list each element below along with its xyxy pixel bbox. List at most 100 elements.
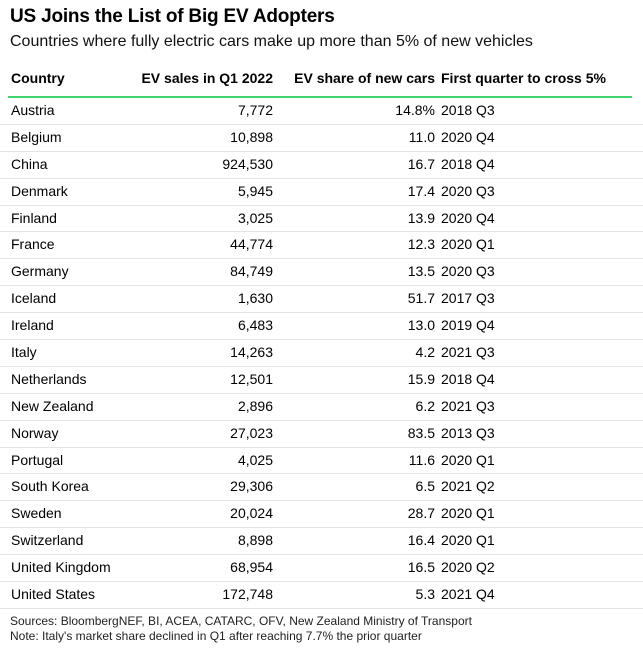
- chart-title: US Joins the List of Big EV Adopters: [10, 6, 335, 27]
- cell-ev-sales: 8,898: [237, 532, 273, 549]
- cell-ev-share: 83.5: [407, 424, 435, 441]
- cell-first-quarter: 2020 Q1: [441, 532, 495, 549]
- table-body: Austria 7,772 14.8% 2018 Q3 Belgium 10,898 11.…: [0, 98, 643, 609]
- table-row: China 924,530 16.7 2018 Q4: [0, 152, 643, 179]
- cell-first-quarter: 2020 Q3: [441, 263, 495, 280]
- cell-country: Finland: [11, 209, 57, 226]
- cell-ev-share: 16.7: [407, 155, 435, 172]
- cell-ev-share: 6.2: [415, 397, 435, 414]
- cell-ev-sales: 20,024: [230, 505, 273, 522]
- table-row: United States 172,748 5.3 2021 Q4: [0, 582, 643, 609]
- cell-first-quarter: 2013 Q3: [441, 424, 495, 441]
- cell-ev-sales: 2,896: [237, 397, 273, 414]
- header-rule: [8, 96, 632, 98]
- column-header-ev-sales: EV sales in Q1 2022: [141, 70, 273, 86]
- cell-country: United States: [11, 586, 96, 603]
- cell-ev-sales: 29,306: [230, 478, 273, 495]
- cell-ev-sales: 5,945: [237, 182, 273, 199]
- table-row: Norway 27,023 83.5 2013 Q3: [0, 421, 643, 448]
- cell-ev-share: 13.9: [407, 209, 435, 226]
- cell-ev-share: 6.5: [415, 478, 435, 495]
- sources-note: Sources: BloombergNEF, BI, ACEA, CATARC,…: [10, 614, 472, 628]
- cell-first-quarter: 2020 Q3: [441, 182, 495, 199]
- cell-first-quarter: 2018 Q4: [441, 370, 495, 387]
- cell-ev-share: 11.6: [408, 451, 435, 468]
- table-row: Belgium 10,898 11.0 2020 Q4: [0, 125, 643, 152]
- table-row: Netherlands 12,501 15.9 2018 Q4: [0, 367, 643, 394]
- cell-country: Portugal: [11, 451, 64, 468]
- cell-first-quarter: 2020 Q1: [441, 505, 495, 522]
- cell-country: Norway: [11, 424, 59, 441]
- cell-ev-share: 12.3: [407, 236, 435, 253]
- table-row: Italy 14,263 4.2 2021 Q3: [0, 340, 643, 367]
- cell-first-quarter: 2018 Q4: [441, 155, 495, 172]
- cell-ev-share: 16.5: [407, 559, 435, 576]
- cell-ev-share: 17.4: [407, 182, 435, 199]
- table-row: Ireland 6,483 13.0 2019 Q4: [0, 313, 643, 341]
- cell-country: Iceland: [11, 290, 57, 307]
- cell-country: France: [11, 236, 55, 253]
- chart-footer: Sources: BloombergNEF, BI, ACEA, CATARC,…: [10, 614, 472, 644]
- table-header: Country EV sales in Q1 2022 EV share of …: [0, 70, 643, 94]
- table-row: Austria 7,772 14.8% 2018 Q3: [0, 98, 643, 125]
- cell-ev-share: 11.0: [408, 128, 435, 145]
- cell-country: Denmark: [11, 182, 68, 199]
- cell-first-quarter: 2020 Q1: [441, 451, 495, 468]
- cell-country: Germany: [11, 263, 69, 280]
- italy-note: Note: Italy's market share declined in Q…: [10, 629, 422, 643]
- cell-country: Netherlands: [11, 370, 87, 387]
- cell-country: Austria: [11, 102, 55, 118]
- table-row: United Kingdom 68,954 16.5 2020 Q2: [0, 555, 643, 583]
- cell-ev-sales: 44,774: [230, 236, 273, 253]
- cell-ev-sales: 3,025: [237, 209, 273, 226]
- cell-first-quarter: 2021 Q4: [441, 586, 495, 603]
- cell-first-quarter: 2018 Q3: [441, 102, 495, 118]
- cell-ev-share: 51.7: [407, 290, 435, 307]
- cell-first-quarter: 2019 Q4: [441, 317, 495, 334]
- cell-ev-share: 16.4: [407, 532, 435, 549]
- table-row: Portugal 4,025 11.6 2020 Q1: [0, 448, 643, 475]
- cell-first-quarter: 2020 Q2: [441, 559, 495, 576]
- cell-ev-share: 4.2: [415, 344, 435, 361]
- cell-ev-share: 28.7: [407, 505, 435, 522]
- column-header-first-quarter: First quarter to cross 5%: [441, 70, 606, 86]
- cell-country: New Zealand: [11, 397, 94, 414]
- cell-first-quarter: 2020 Q4: [441, 128, 495, 145]
- cell-ev-sales: 4,025: [237, 451, 273, 468]
- cell-ev-sales: 172,748: [222, 586, 273, 603]
- table-row: New Zealand 2,896 6.2 2021 Q3: [0, 394, 643, 421]
- table-row: Sweden 20,024 28.7 2020 Q1: [0, 501, 643, 529]
- cell-country: Sweden: [11, 505, 62, 522]
- cell-ev-sales: 27,023: [230, 424, 273, 441]
- cell-first-quarter: 2017 Q3: [441, 290, 495, 307]
- cell-first-quarter: 2021 Q3: [441, 397, 495, 414]
- cell-country: Italy: [11, 344, 37, 361]
- cell-ev-share: 13.5: [407, 263, 435, 280]
- cell-ev-share: 15.9: [407, 370, 435, 387]
- cell-first-quarter: 2020 Q1: [441, 236, 495, 253]
- cell-country: Belgium: [11, 128, 62, 145]
- column-header-ev-share: EV share of new cars: [294, 70, 435, 86]
- column-header-country: Country: [11, 70, 65, 86]
- cell-first-quarter: 2021 Q3: [441, 344, 495, 361]
- cell-ev-sales: 68,954: [230, 559, 273, 576]
- cell-first-quarter: 2021 Q2: [441, 478, 495, 495]
- table-row: Denmark 5,945 17.4 2020 Q3: [0, 179, 643, 206]
- cell-ev-share: 13.0: [407, 317, 435, 334]
- cell-ev-sales: 7,772: [237, 102, 273, 118]
- cell-ev-sales: 1,630: [237, 290, 273, 307]
- cell-ev-sales: 14,263: [230, 344, 273, 361]
- cell-country: Ireland: [11, 317, 54, 334]
- cell-ev-share: 14.8%: [395, 102, 435, 118]
- cell-ev-sales: 84,749: [230, 263, 273, 280]
- table-row: Iceland 1,630 51.7 2017 Q3: [0, 286, 643, 314]
- cell-country: China: [11, 155, 48, 172]
- chart-subtitle: Countries where fully electric cars make…: [10, 33, 533, 50]
- table-row: Finland 3,025 13.9 2020 Q4: [0, 206, 643, 233]
- cell-ev-sales: 12,501: [230, 370, 273, 387]
- table-row: Switzerland 8,898 16.4 2020 Q1: [0, 528, 643, 556]
- cell-country: Switzerland: [11, 532, 84, 549]
- cell-country: South Korea: [11, 478, 89, 495]
- cell-ev-sales: 10,898: [230, 128, 273, 145]
